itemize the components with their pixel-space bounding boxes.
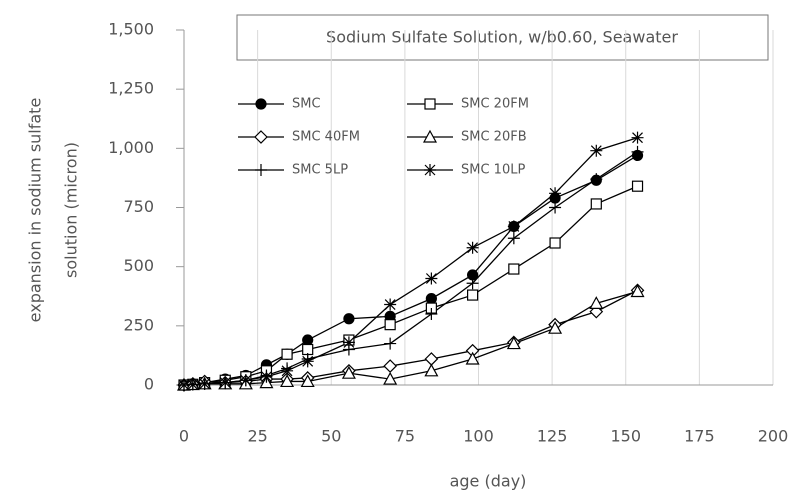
series-line xyxy=(183,151,638,386)
point xyxy=(425,293,437,305)
point xyxy=(590,144,603,157)
chart-title: Sodium Sulfate Solution, w/b0.60, Seawat… xyxy=(326,28,678,47)
series-line xyxy=(183,289,638,386)
y-tick-label: 0 xyxy=(144,375,154,394)
point xyxy=(239,374,252,387)
point xyxy=(383,359,397,373)
x-axis-label: age (day) xyxy=(450,472,527,491)
legend-label: SMC 20FB xyxy=(461,130,527,145)
point xyxy=(508,263,520,275)
x-tick-label: 150 xyxy=(610,427,641,446)
point xyxy=(198,377,211,390)
x-tick-label: 75 xyxy=(395,427,415,446)
point xyxy=(280,374,295,388)
point xyxy=(425,272,438,285)
legend-marker xyxy=(424,164,436,176)
point xyxy=(507,220,520,233)
point xyxy=(342,336,355,349)
y-tick-label: 500 xyxy=(123,256,154,275)
point xyxy=(341,365,356,379)
legend-marker xyxy=(255,164,267,176)
x-tick-label: 100 xyxy=(463,427,494,446)
legend-label: SMC 40FM xyxy=(292,130,360,145)
point xyxy=(466,241,479,254)
x-tick-label: 50 xyxy=(321,427,341,446)
x-tick-label: 25 xyxy=(247,427,267,446)
point xyxy=(186,378,199,391)
point xyxy=(589,296,604,309)
point xyxy=(466,277,479,290)
point xyxy=(631,145,644,158)
point xyxy=(300,374,315,388)
legend-marker xyxy=(424,98,436,110)
series-line xyxy=(183,185,638,386)
point xyxy=(507,232,520,245)
series-line xyxy=(183,154,638,386)
y-tick-label: 1,000 xyxy=(108,138,154,157)
y-axis-label: solution (micron) xyxy=(62,142,81,278)
legend-marker xyxy=(254,130,268,144)
point xyxy=(631,180,644,192)
point xyxy=(631,131,644,144)
legend-label: SMC 5LP xyxy=(292,163,348,178)
point xyxy=(548,320,563,334)
x-tick-label: 125 xyxy=(537,427,568,446)
legend-label: SMC xyxy=(292,97,321,112)
y-axis-label: expansion in sodium sulfate xyxy=(26,98,45,323)
point xyxy=(260,370,273,383)
title-box xyxy=(236,14,769,61)
legend-marker xyxy=(422,129,438,143)
point xyxy=(630,284,645,298)
x-tick-label: 175 xyxy=(684,427,715,446)
point xyxy=(302,334,314,346)
y-tick-label: 1,250 xyxy=(108,79,154,98)
y-tick-label: 1,500 xyxy=(108,20,154,39)
point xyxy=(465,351,480,365)
point xyxy=(178,379,190,391)
x-tick-label: 200 xyxy=(758,427,789,446)
point xyxy=(219,376,232,389)
legend-marker xyxy=(255,98,267,110)
point xyxy=(384,337,397,350)
point xyxy=(343,313,355,325)
point xyxy=(424,363,439,377)
point xyxy=(590,198,602,210)
point xyxy=(384,319,396,331)
y-tick-label: 250 xyxy=(123,315,154,334)
point xyxy=(589,304,604,319)
series-line xyxy=(183,290,638,386)
point xyxy=(281,364,294,377)
point xyxy=(424,352,439,366)
point xyxy=(384,298,397,311)
y-tick-label: 750 xyxy=(123,197,154,216)
x-tick-label: 0 xyxy=(179,427,189,446)
legend-label: SMC 20FM xyxy=(461,97,529,112)
point xyxy=(301,355,314,368)
series-line xyxy=(183,137,638,386)
legend-label: SMC 10LP xyxy=(461,163,525,178)
point xyxy=(590,173,603,186)
point xyxy=(549,187,562,200)
point xyxy=(467,289,479,301)
point xyxy=(425,308,438,320)
point xyxy=(281,348,293,360)
point xyxy=(549,201,562,214)
point xyxy=(506,336,521,350)
point xyxy=(549,237,561,249)
point xyxy=(383,371,398,385)
